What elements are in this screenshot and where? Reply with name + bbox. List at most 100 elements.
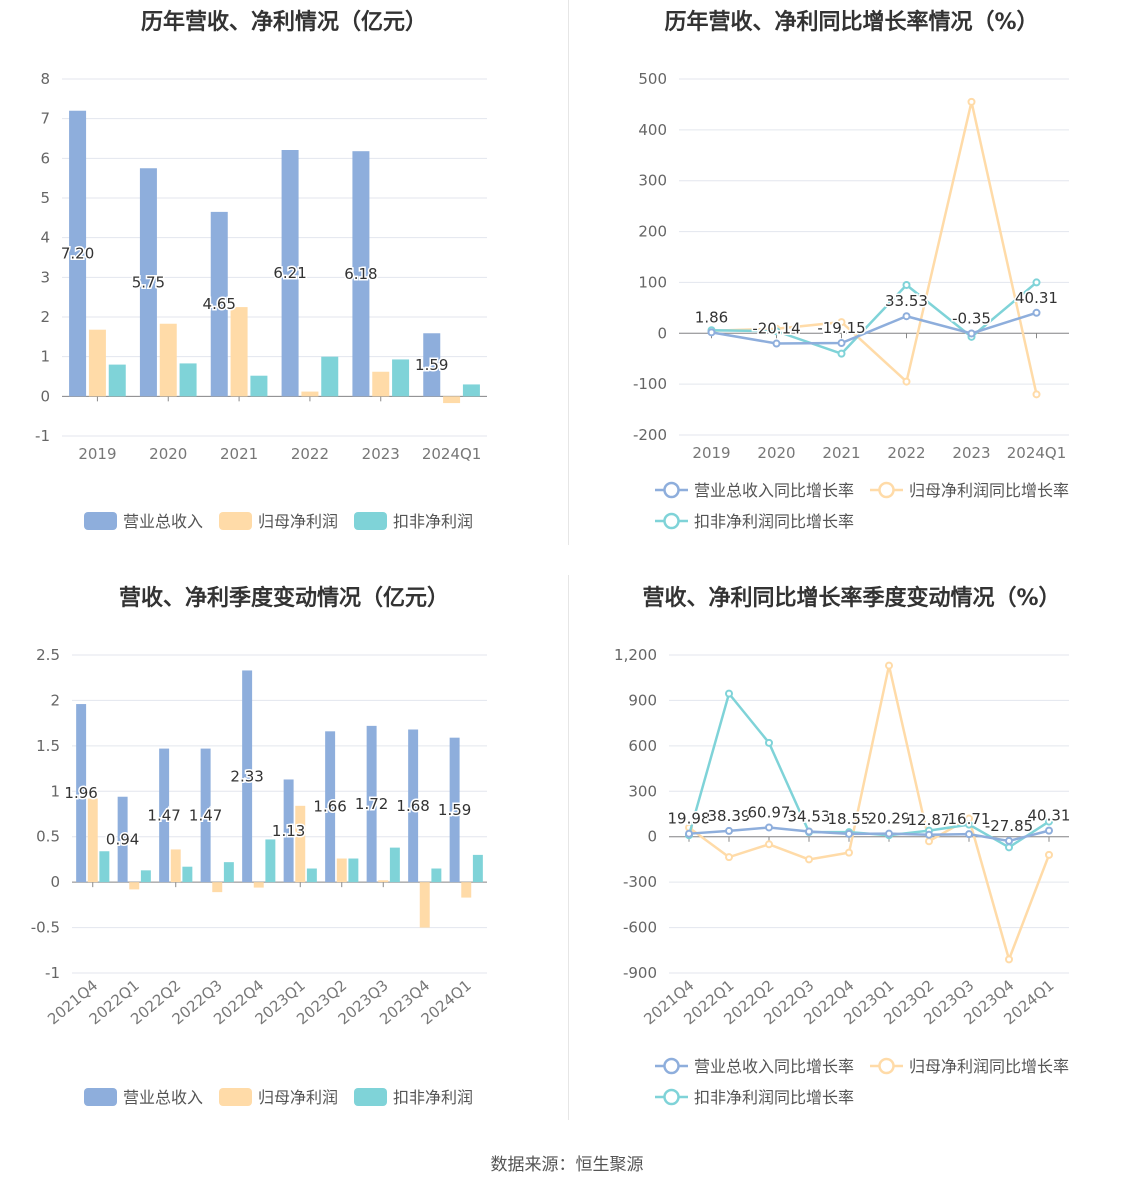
bar-1 <box>372 371 390 397</box>
bar-1 <box>378 880 389 883</box>
series-point-0 <box>765 823 773 832</box>
line-data-label: 40.31 <box>1015 289 1058 307</box>
x-tick-label: 2023 <box>362 445 400 463</box>
y-tick-label: -900 <box>623 964 657 982</box>
bar-1 <box>253 882 264 888</box>
y-tick-label: 6 <box>40 149 50 167</box>
series-point-2 <box>1032 278 1041 287</box>
annual-bar-panel: 历年营收、净利情况（亿元） -1 0 1 2 3 4 5 6 7 8 2019 2020 2021 202… <box>0 0 568 560</box>
bar-1 <box>419 882 430 928</box>
x-tick-label: 2021 <box>822 444 860 462</box>
quarter-line-panel: 营收、净利同比增长率季度变动情况（%） -900 -600 -300 0 300 600 9… <box>569 576 1134 1136</box>
quarter-bar-title: 营收、净利季度变动情况（亿元） <box>118 586 449 611</box>
bar-data-label: 1.47 <box>189 806 222 824</box>
line-data-label: -19.15 <box>817 319 865 337</box>
bar-0 <box>117 796 128 883</box>
y-tick-label: 0 <box>50 873 60 891</box>
series-point-0 <box>1032 308 1041 317</box>
y-tick-label: 4 <box>40 229 50 247</box>
y-tick-label: -200 <box>633 426 667 444</box>
line-data-label: 12.87 <box>908 811 951 829</box>
legend-label: 归母净利润 <box>258 512 338 531</box>
bar-1 <box>295 805 306 883</box>
bar-0 <box>69 110 87 397</box>
line-data-label: 20.29 <box>868 810 911 828</box>
bar-data-label: 5.75 <box>132 273 165 291</box>
y-tick-label: 1,200 <box>614 646 657 664</box>
line-data-label: 16.71 <box>948 810 991 828</box>
annual-line-chart: -200 -100 0 100 200 300 400 500 2019 2020 2021 2022… <box>633 70 1069 531</box>
series-point-0 <box>902 312 911 321</box>
bar-0 <box>366 725 377 883</box>
series-point-1 <box>837 318 846 327</box>
series-point-2 <box>837 349 846 358</box>
line-data-label: -20.14 <box>752 320 800 338</box>
bar-data-label: 6.18 <box>344 265 377 283</box>
y-tick-label: -300 <box>623 873 657 891</box>
bar-data-label: 6.21 <box>273 264 306 282</box>
legend-label: 归母净利润同比增长率 <box>909 481 1069 500</box>
bar-2 <box>392 359 410 397</box>
series-point-0 <box>885 829 893 838</box>
bar-2 <box>250 375 268 397</box>
series-point-1 <box>885 661 893 670</box>
series-point-2 <box>965 820 973 829</box>
bar-2 <box>182 866 193 883</box>
bar-2 <box>108 364 126 397</box>
bar-data-label: 1.68 <box>396 797 429 815</box>
y-tick-label: 0 <box>657 324 667 342</box>
y-tick-label: 200 <box>638 223 667 241</box>
annual-bar-title: 历年营收、净利情况（亿元） <box>140 10 427 35</box>
bar-2 <box>265 839 276 883</box>
series-line-1 <box>711 101 1038 395</box>
bar-2 <box>472 854 483 883</box>
series-point-1 <box>1045 850 1053 859</box>
bar-2 <box>179 363 197 397</box>
legend-swatch-marker <box>663 481 680 499</box>
bar-1 <box>88 329 106 397</box>
series-point-0 <box>805 827 813 836</box>
legend-swatch <box>219 512 252 530</box>
bar-0 <box>423 333 441 397</box>
series-point-2 <box>765 738 773 747</box>
x-tick-label: 2021 <box>220 445 258 463</box>
series-point-1 <box>1032 390 1041 399</box>
line-data-label: -27.85 <box>985 817 1033 835</box>
y-tick-label: 0.5 <box>36 828 60 846</box>
series-point-2 <box>1045 817 1053 826</box>
bar-1 <box>87 798 98 883</box>
annual-line-panel: 历年营收、净利同比增长率情况（%） -200 -100 0 100 200 300 400 5… <box>569 0 1134 560</box>
bar-2 <box>462 384 480 397</box>
bar-0 <box>283 779 294 883</box>
bar-data-label: 1.13 <box>272 822 305 840</box>
series-point-2 <box>725 689 733 698</box>
bar-2 <box>431 868 442 883</box>
y-tick-label: 2 <box>50 691 60 709</box>
legend-swatch <box>84 1088 117 1106</box>
y-tick-label: 500 <box>638 70 667 88</box>
legend-label: 营业总收入 <box>123 1088 203 1107</box>
line-data-label: 60.97 <box>748 803 791 821</box>
legend-swatch <box>354 512 387 530</box>
x-tick-label: 2024Q1 <box>422 445 482 463</box>
annual-bar-chart: -1 0 1 2 3 4 5 6 7 8 2019 2020 2021 2022 2023 2024Q1 7.2… <box>35 70 487 531</box>
legend-swatch <box>84 512 117 530</box>
y-tick-label: -0.5 <box>31 919 60 937</box>
y-tick-label: 300 <box>628 782 657 800</box>
legend-swatch-marker <box>663 512 680 530</box>
bar-1 <box>129 882 140 890</box>
x-tick-label: 2019 <box>78 445 116 463</box>
series-point-1 <box>925 837 933 846</box>
bar-0 <box>76 704 87 883</box>
bar-1 <box>170 849 181 883</box>
y-tick-label: 100 <box>638 273 667 291</box>
x-tick-label: 2020 <box>149 445 187 463</box>
series-point-0 <box>707 328 716 337</box>
bar-0 <box>449 737 460 883</box>
x-tick-label: 2024Q1 <box>1007 444 1067 462</box>
y-tick-label: 400 <box>638 121 667 139</box>
bar-data-label: 1.66 <box>313 798 346 816</box>
series-point-0 <box>1005 836 1013 845</box>
x-tick-label: 2019 <box>692 444 730 462</box>
series-point-0 <box>1045 826 1053 835</box>
